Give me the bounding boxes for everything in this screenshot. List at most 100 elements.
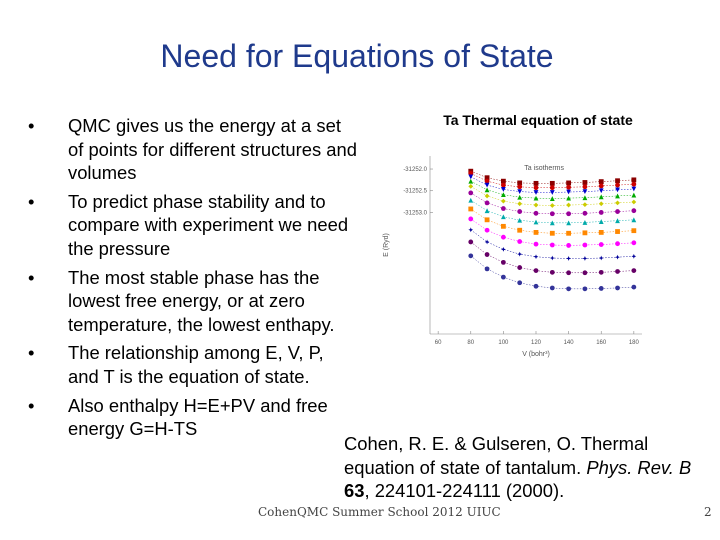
data-point	[468, 183, 474, 189]
data-point	[566, 184, 572, 190]
data-point	[631, 186, 637, 192]
data-point	[533, 180, 539, 186]
data-point	[484, 217, 490, 223]
footer-author: Cohen	[258, 505, 297, 519]
data-point	[484, 208, 490, 214]
data-point	[598, 188, 604, 194]
bullet-text: QMC gives us the energy at a set of poin…	[68, 115, 357, 184]
data-point	[598, 242, 604, 247]
data-point	[549, 242, 555, 248]
data-point	[484, 266, 490, 272]
data-point	[566, 243, 572, 248]
data-point	[631, 181, 637, 187]
data-point	[598, 286, 604, 291]
data-point	[533, 202, 539, 208]
data-point	[500, 182, 506, 188]
data-point	[566, 202, 572, 208]
citation-pages: , 224101-224111 (2000).	[364, 480, 565, 502]
data-point	[484, 239, 490, 245]
data-point	[549, 190, 555, 195]
y-tick-label: -31253.0	[403, 210, 427, 216]
data-point	[598, 255, 604, 261]
data-point	[566, 195, 572, 201]
data-point	[517, 251, 523, 257]
bullet-item: • To predict phase stability and to compa…	[28, 190, 358, 261]
data-point	[582, 189, 588, 194]
data-point	[631, 284, 637, 290]
data-point	[500, 192, 506, 198]
data-point	[468, 178, 474, 184]
data-point	[533, 268, 539, 274]
data-point	[484, 182, 490, 188]
citation-authors: Cohen, R. E. & Gulseren, O. Thermal equa…	[344, 433, 649, 478]
bullet-marker: •	[28, 394, 35, 416]
data-point	[468, 206, 474, 212]
data-point	[500, 214, 506, 220]
x-tick-label: 140	[564, 340, 575, 346]
data-point	[500, 274, 506, 280]
data-point	[615, 178, 620, 184]
data-point	[582, 242, 588, 248]
y-tick-label: -31252.0	[403, 167, 427, 173]
data-point	[484, 178, 490, 184]
data-point	[533, 230, 539, 235]
data-point	[631, 208, 637, 214]
data-point	[631, 228, 637, 234]
data-point	[517, 201, 523, 207]
data-point	[582, 286, 588, 292]
data-point	[615, 193, 620, 199]
series-line	[470, 200, 634, 224]
bullet-text: The most stable phase has the lowest fre…	[68, 266, 335, 335]
data-point	[468, 227, 474, 233]
data-point	[598, 219, 604, 224]
data-point	[549, 185, 555, 191]
bullet-text: Also enthalpy H=E+PV and free energy G=H…	[68, 394, 328, 440]
data-point	[598, 230, 604, 235]
data-point	[582, 184, 588, 190]
data-point	[615, 269, 620, 274]
data-point	[598, 269, 604, 275]
x-tick-label: 100	[498, 340, 509, 346]
data-point	[615, 285, 620, 291]
data-point	[631, 268, 637, 274]
data-point	[484, 175, 490, 181]
data-point	[582, 202, 588, 208]
data-point	[615, 187, 620, 193]
x-tick-label: 80	[467, 340, 474, 346]
data-point	[484, 187, 490, 193]
data-point	[549, 203, 555, 208]
data-point	[631, 177, 637, 183]
data-point	[582, 270, 588, 276]
data-point	[484, 227, 490, 233]
data-point	[615, 229, 620, 234]
data-point	[549, 196, 555, 201]
bullet-list: • QMC gives us the energy at a set of poi…	[28, 114, 358, 446]
data-point	[500, 206, 506, 211]
data-point	[517, 184, 523, 190]
data-point	[582, 256, 588, 261]
data-point	[566, 211, 572, 217]
data-point	[598, 183, 604, 189]
series-line	[470, 192, 634, 214]
eos-chart: 60 80 100 120 140 160 180 -31252.0 -31252.5 -3125…	[378, 148, 652, 372]
data-point	[533, 185, 539, 191]
data-point	[468, 253, 474, 259]
data-point	[598, 201, 604, 207]
bullet-item: • Also enthalpy H=E+PV and free energy G=…	[28, 394, 358, 441]
data-point	[582, 210, 588, 216]
data-point	[598, 179, 604, 185]
data-point	[484, 193, 490, 199]
data-point	[566, 286, 572, 292]
data-point	[517, 265, 523, 270]
data-point	[468, 197, 474, 203]
data-point	[549, 285, 555, 291]
data-point	[549, 220, 555, 226]
data-point	[566, 220, 572, 226]
bullet-marker: •	[28, 190, 35, 212]
data-point	[582, 230, 588, 236]
data-point	[582, 220, 588, 225]
data-point	[533, 195, 539, 201]
x-axis-label: V (bohr³)	[522, 351, 550, 358]
data-point	[517, 189, 523, 194]
figure-caption: Ta Thermal equation of state	[443, 112, 633, 128]
